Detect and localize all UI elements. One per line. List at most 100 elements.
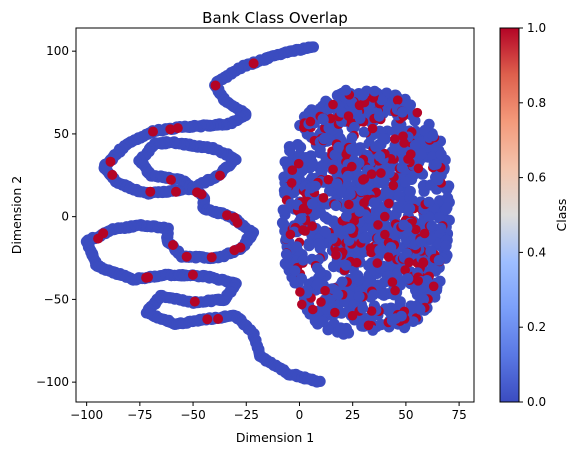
class-1-point bbox=[188, 270, 198, 280]
cluster-point bbox=[347, 132, 358, 143]
cluster-point bbox=[415, 304, 426, 315]
class-1-point bbox=[328, 165, 338, 175]
cluster-point bbox=[434, 255, 445, 266]
cluster-point bbox=[431, 159, 442, 170]
class-1-point bbox=[295, 287, 305, 297]
cluster-point bbox=[441, 202, 452, 213]
class-1-point bbox=[299, 204, 309, 214]
class-1-point bbox=[207, 252, 217, 262]
x-tick-label: −25 bbox=[234, 408, 259, 422]
cluster-point bbox=[359, 127, 370, 138]
class-1-point bbox=[213, 314, 223, 324]
class-1-point bbox=[376, 168, 386, 178]
class-1-point bbox=[331, 250, 341, 260]
cluster-point bbox=[290, 265, 301, 276]
cluster-point bbox=[403, 273, 414, 284]
class-1-point bbox=[373, 258, 383, 268]
class-1-point bbox=[358, 175, 368, 185]
class-1-point bbox=[389, 181, 399, 191]
class-1-point bbox=[414, 164, 424, 174]
class-1-point bbox=[233, 218, 243, 228]
class-1-point bbox=[190, 297, 200, 307]
x-tick-label: 25 bbox=[345, 408, 360, 422]
class-1-point bbox=[215, 171, 225, 181]
class-1-point bbox=[107, 170, 117, 180]
y-tick-label: 0 bbox=[61, 210, 69, 224]
cluster-point bbox=[341, 260, 352, 271]
cluster-point bbox=[345, 223, 356, 234]
cluster-point bbox=[369, 86, 380, 97]
class-1-point bbox=[393, 95, 403, 105]
cluster-point bbox=[318, 316, 329, 327]
class-1-point bbox=[143, 272, 153, 282]
cluster-point bbox=[424, 197, 435, 208]
cluster-point bbox=[284, 145, 295, 156]
x-tick-label: −100 bbox=[70, 408, 103, 422]
cluster-point bbox=[354, 291, 365, 302]
class-1-point bbox=[368, 124, 378, 134]
colorbar-label: Class bbox=[554, 199, 569, 232]
cluster-point bbox=[281, 249, 292, 260]
class-1-point bbox=[319, 193, 329, 203]
class-1-point bbox=[373, 220, 383, 230]
cluster-point bbox=[337, 276, 348, 287]
cluster-point bbox=[427, 221, 438, 232]
class-1-point bbox=[328, 100, 338, 110]
cluster-point bbox=[345, 189, 356, 200]
colorbar-ticks: 0.00.20.40.60.81.0 bbox=[519, 21, 546, 409]
class-1-point bbox=[347, 162, 357, 172]
cluster-point bbox=[369, 197, 380, 208]
plot-frame bbox=[76, 28, 474, 402]
cluster-point bbox=[333, 289, 344, 300]
cluster-point bbox=[295, 142, 306, 153]
class-1-point bbox=[93, 234, 103, 244]
cluster-point bbox=[352, 270, 363, 281]
class-1-point bbox=[249, 58, 259, 68]
class-1-point bbox=[229, 245, 239, 255]
class-1-point bbox=[106, 157, 116, 167]
class-1-point bbox=[380, 212, 390, 222]
class-1-point bbox=[166, 175, 176, 185]
x-tick-label: 0 bbox=[296, 408, 304, 422]
colorbar bbox=[500, 28, 519, 402]
class-1-point bbox=[406, 149, 416, 159]
class-1-point bbox=[330, 308, 340, 318]
cluster-point bbox=[368, 289, 379, 300]
cluster-point bbox=[397, 162, 408, 173]
band-point bbox=[315, 376, 326, 387]
cluster-point bbox=[397, 107, 408, 118]
y-tick-label: 100 bbox=[46, 44, 69, 58]
cluster-point bbox=[398, 220, 409, 231]
class-1-point bbox=[197, 189, 207, 199]
class-1-point bbox=[429, 282, 439, 292]
class-1-point bbox=[419, 258, 429, 268]
plot-area bbox=[81, 41, 455, 387]
colorbar-tick-label: 0.8 bbox=[527, 96, 546, 110]
x-tick-label: 50 bbox=[398, 408, 413, 422]
cluster-point bbox=[410, 140, 421, 151]
cluster-point bbox=[354, 206, 365, 217]
x-tick-label: 75 bbox=[451, 408, 466, 422]
cluster-point bbox=[396, 311, 407, 322]
class-1-point bbox=[165, 124, 175, 134]
y-axis-title: Dimension 2 bbox=[9, 176, 24, 254]
cluster-point bbox=[404, 203, 415, 214]
cluster-point bbox=[313, 238, 324, 249]
class-1-point bbox=[306, 117, 316, 127]
class-1-point bbox=[211, 81, 221, 91]
colorbar-tick-label: 0.6 bbox=[527, 171, 546, 185]
cluster-point bbox=[441, 240, 452, 251]
class-1-point bbox=[171, 187, 181, 197]
class-1-point bbox=[202, 314, 212, 324]
class-1-point bbox=[355, 101, 365, 111]
cluster-point bbox=[320, 212, 331, 223]
cluster-point bbox=[291, 241, 302, 252]
class-1-point bbox=[364, 321, 374, 331]
cluster-point bbox=[332, 178, 343, 189]
cluster-point bbox=[370, 141, 381, 152]
x-tick-label: −75 bbox=[127, 408, 152, 422]
cluster-point bbox=[331, 200, 342, 211]
chart-title: Bank Class Overlap bbox=[202, 9, 348, 27]
class-1-point bbox=[308, 305, 318, 315]
